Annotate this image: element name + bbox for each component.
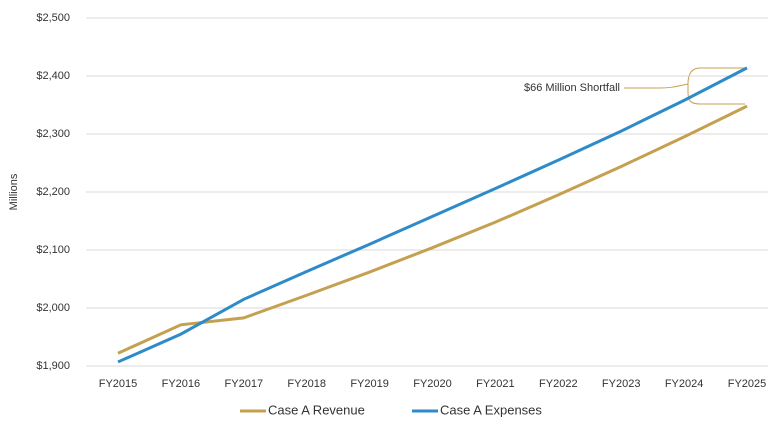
x-tick-label: FY2025	[728, 378, 767, 390]
legend-label: Case A Expenses	[440, 402, 542, 417]
x-tick-label: FY2018	[287, 378, 326, 390]
y-axis-label: Millions	[8, 173, 20, 210]
legend-label: Case A Revenue	[268, 402, 365, 417]
y-tick-label: $1,900	[36, 360, 70, 372]
x-tick-label: FY2022	[539, 378, 578, 390]
x-tick-label: FY2024	[665, 378, 704, 390]
x-tick-label: FY2021	[476, 378, 515, 390]
y-tick-label: $2,200	[36, 186, 70, 198]
series-line	[117, 104, 748, 355]
x-tick-label: FY2015	[99, 378, 138, 390]
annotation: $66 Million Shortfall	[524, 82, 620, 94]
y-tick-label: $2,000	[36, 302, 70, 314]
x-tick-label: FY2023	[602, 378, 641, 390]
x-tick-label: FY2016	[162, 378, 201, 390]
shortfall-brace	[624, 67, 745, 105]
y-tick-label: $2,400	[36, 70, 70, 82]
y-tick-label: $2,100	[36, 244, 70, 256]
y-tick-label: $2,300	[36, 128, 70, 140]
series-line	[117, 66, 748, 364]
y-tick-label: $2,500	[36, 12, 70, 24]
x-tick-label: FY2017	[225, 378, 264, 390]
x-tick-label: FY2019	[350, 378, 389, 390]
x-tick-label: FY2020	[413, 378, 452, 390]
